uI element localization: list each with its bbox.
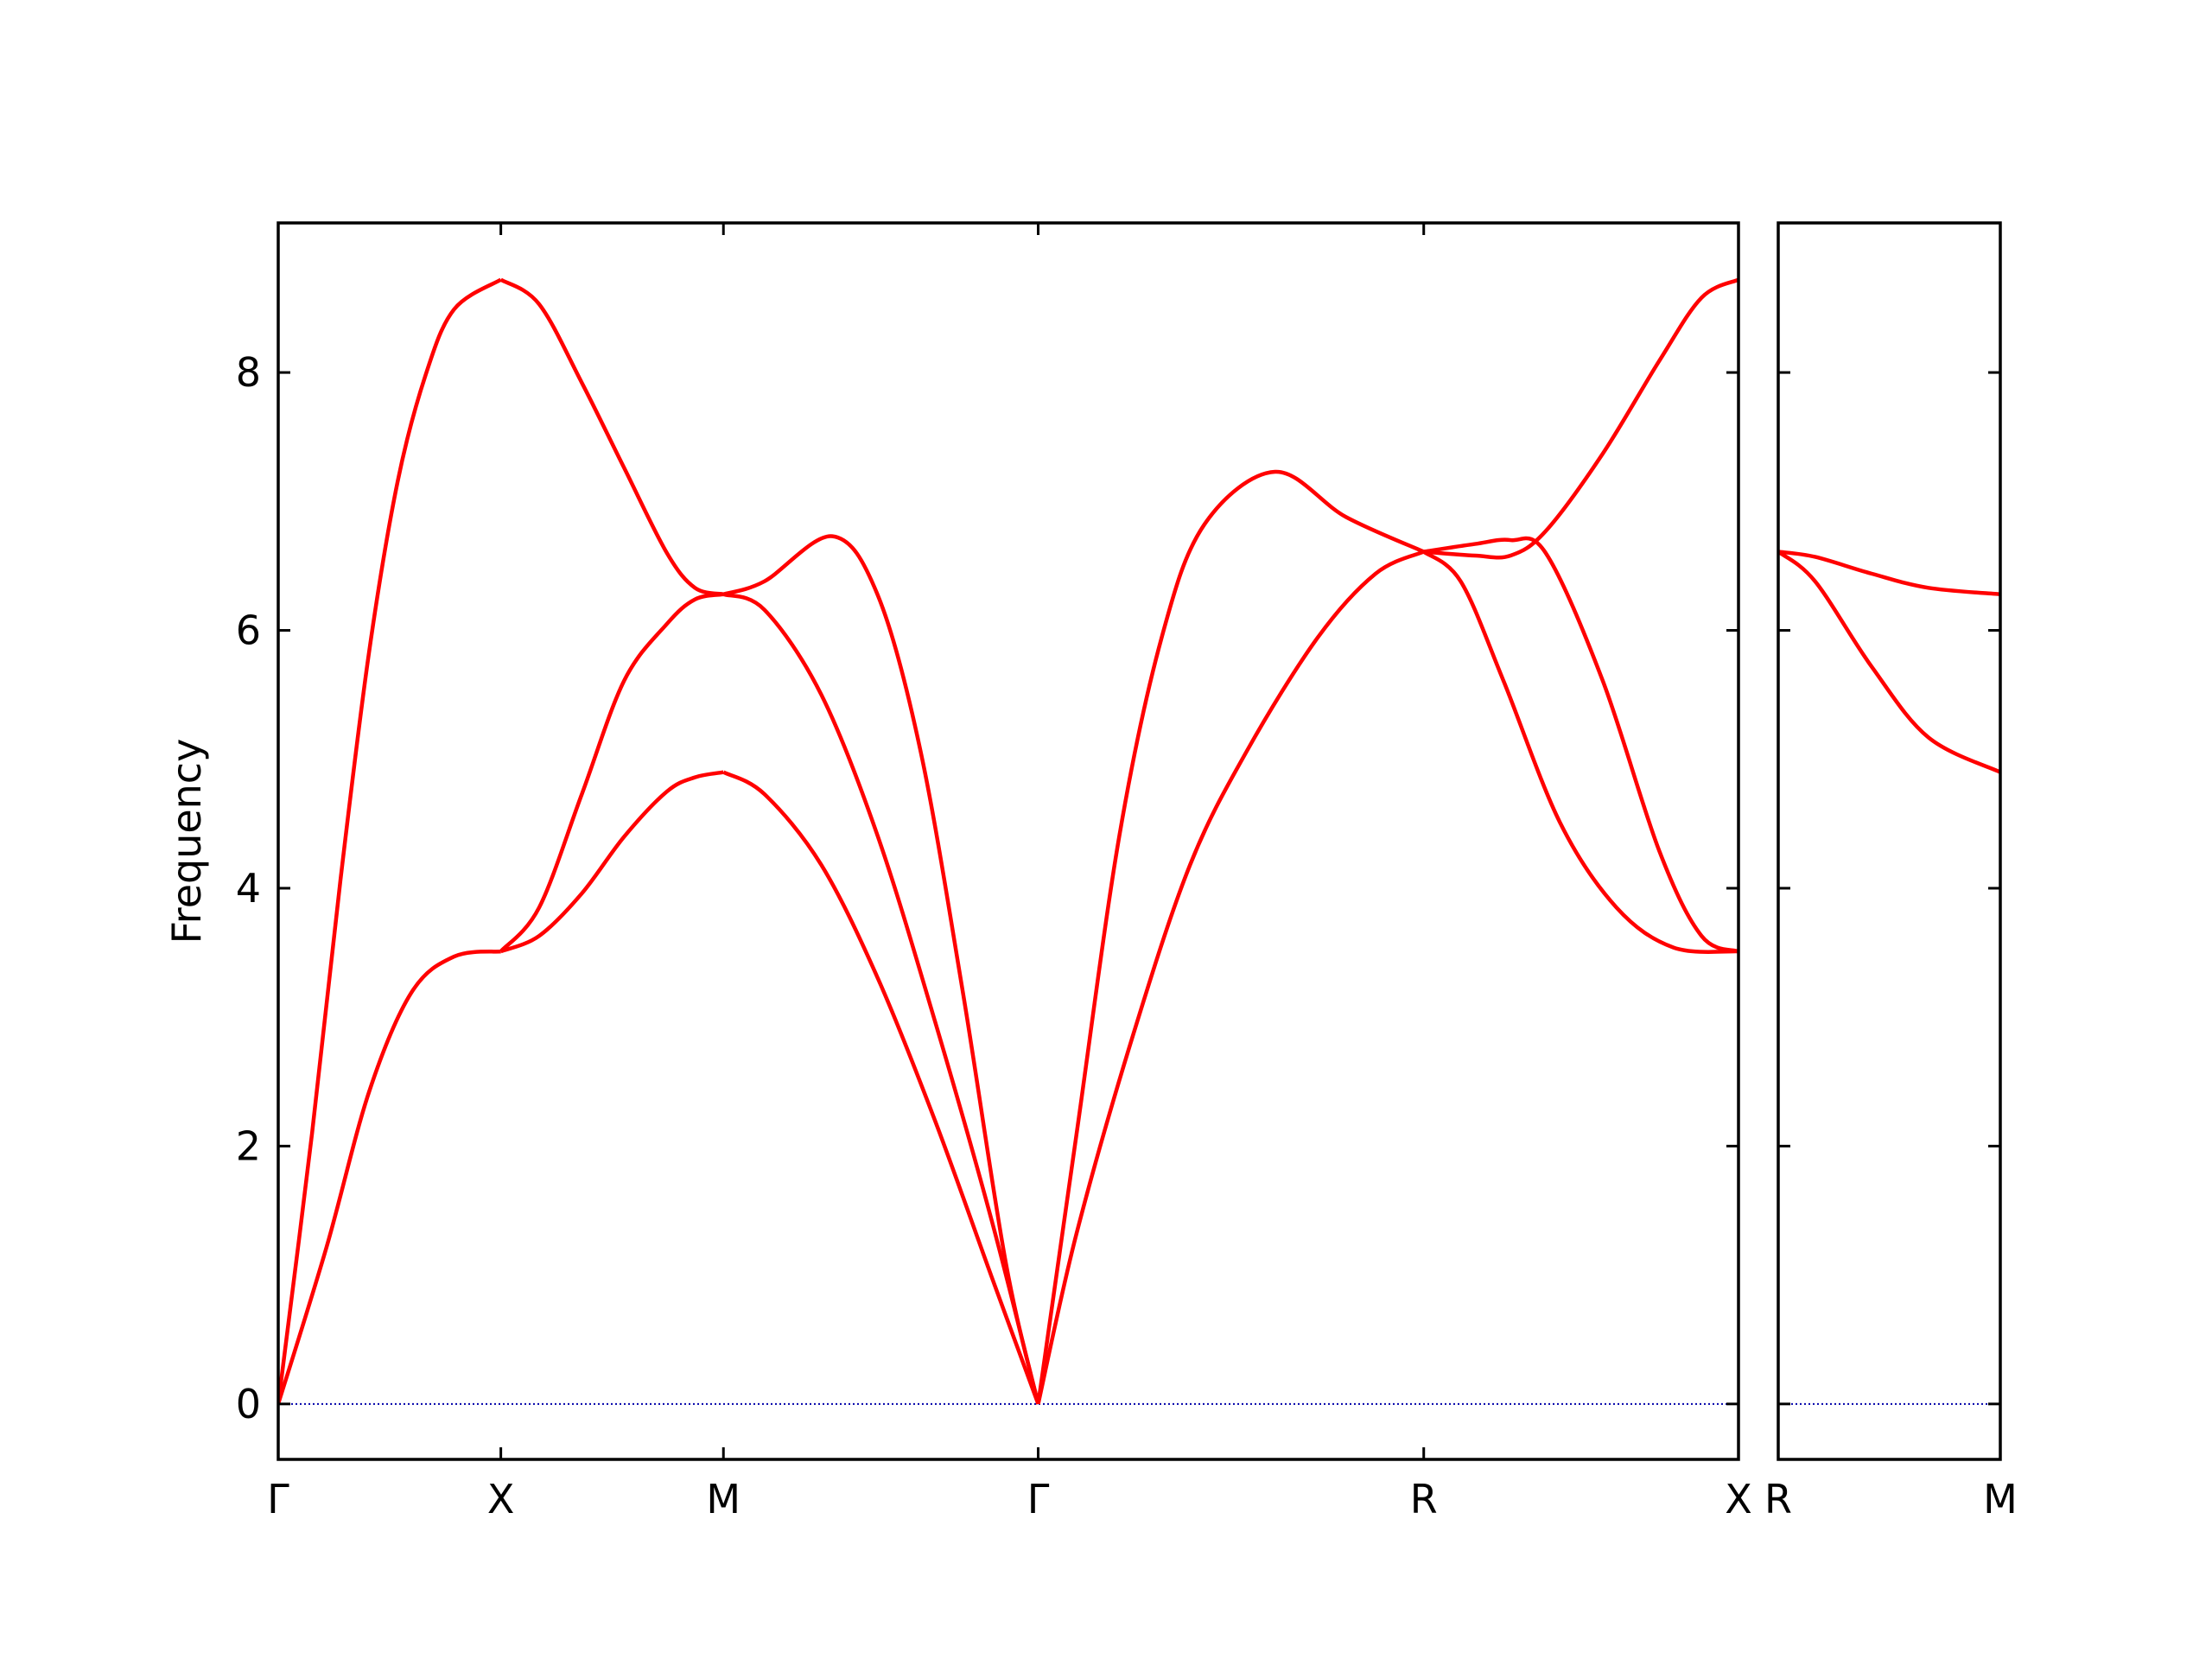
x-tick-label: R bbox=[1764, 1476, 1792, 1522]
x-tick-label: X bbox=[1725, 1476, 1752, 1522]
y-tick-label: 6 bbox=[236, 607, 261, 654]
band-line bbox=[722, 592, 1040, 1405]
band-line bbox=[722, 770, 1040, 1405]
panel: 0 2 4 6 8 Γ X M Γ R X Frequency bbox=[163, 221, 1752, 1522]
x-tick-label: Γ bbox=[267, 1476, 289, 1522]
y-tick-label: 4 bbox=[236, 865, 261, 912]
x-tick-label: Γ bbox=[1027, 1476, 1050, 1522]
band-line bbox=[722, 534, 1040, 1405]
y-axis-label: Frequency bbox=[163, 739, 210, 944]
x-tick-label: M bbox=[1983, 1476, 2018, 1522]
plot-frame bbox=[276, 221, 1740, 1461]
x-tick-label: X bbox=[487, 1476, 515, 1522]
band-line bbox=[1036, 550, 1425, 1405]
band-line bbox=[1423, 277, 1738, 560]
plot-frame bbox=[1777, 221, 2002, 1461]
x-tick-label: M bbox=[706, 1476, 741, 1522]
band-line bbox=[1778, 550, 2000, 774]
y-tick-label: 8 bbox=[236, 349, 261, 396]
y-tick-label: 0 bbox=[236, 1381, 261, 1427]
band-line bbox=[1423, 536, 1738, 954]
band-line bbox=[1778, 550, 2000, 596]
band-line bbox=[278, 277, 502, 1405]
x-tick-label: R bbox=[1410, 1476, 1438, 1522]
band-line bbox=[1422, 550, 1738, 954]
band-line bbox=[278, 949, 501, 1405]
y-tick-label: 2 bbox=[236, 1122, 261, 1169]
band-line bbox=[499, 277, 724, 596]
band-line bbox=[1036, 469, 1425, 1405]
band-line bbox=[499, 592, 724, 953]
band-line bbox=[499, 770, 724, 954]
